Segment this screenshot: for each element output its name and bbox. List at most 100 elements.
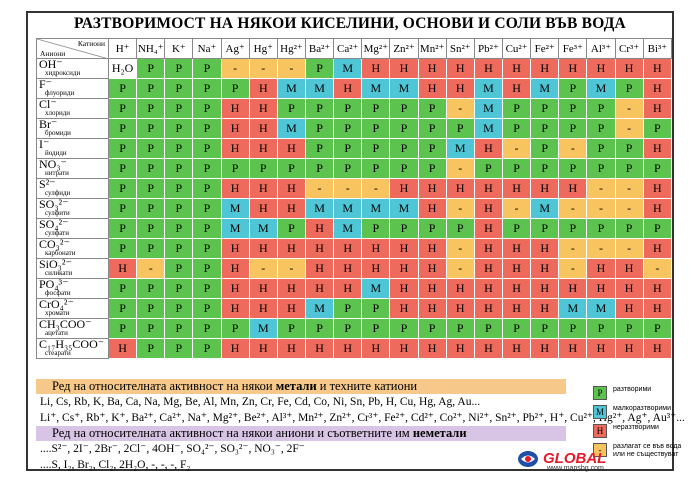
solubility-cell: P [361, 298, 391, 319]
table-row: PO₄³⁻ фосфати P P P P H H H H H M H H H H H H H H H H [36, 278, 673, 299]
cation-header: Al³⁺ [586, 38, 616, 59]
anion-name: фосфати [45, 288, 71, 297]
solubility-cell: P [333, 98, 363, 119]
solubility-cell: H [501, 238, 532, 259]
solubility-cell: H [361, 238, 391, 259]
corner-cell: Катиони Аниони [36, 38, 109, 59]
solubility-cell: H [642, 238, 673, 259]
solubility-cell: P [136, 118, 166, 139]
solubility-cell: P [445, 118, 475, 139]
anion-name: сулфиди [45, 188, 71, 197]
solubility-cell: P [614, 78, 644, 99]
anion-name: сулфати [45, 228, 69, 237]
table-row: SO₄²⁻ сулфати P P P P M M P H M P P P P H P P P P P P [36, 218, 673, 239]
solubility-cell: H [389, 338, 419, 359]
anion-formula: SO₃²⁻ [39, 198, 69, 211]
solubility-cell: H [530, 338, 560, 359]
solubility-cell: H [276, 278, 306, 299]
solubility-cell: P [107, 178, 138, 199]
solubility-cell: H [530, 58, 560, 79]
solubility-cell: H [473, 198, 503, 219]
solubility-cell: H [501, 258, 532, 279]
cation-header: Hg²⁺ [276, 38, 306, 59]
solubility-cell: H [417, 78, 447, 99]
anion-cell: SO₃²⁻ сулфити [36, 198, 109, 219]
solubility-cell: P [192, 318, 222, 339]
solubility-cell: P [530, 138, 560, 159]
anion-formula: CrO₄²⁻ [39, 298, 74, 311]
legend-label: малкоразтворими [613, 405, 672, 412]
solubility-cell: - [220, 58, 250, 79]
solubility-cell: P [304, 318, 335, 339]
anion-formula: I⁻ [39, 138, 50, 151]
solubility-cell: H₂O [107, 58, 138, 79]
solubility-cell: P [164, 118, 194, 139]
logo-url: www.mapsbg.com [547, 465, 604, 472]
anion-formula: NO₃⁻ [39, 158, 67, 171]
solubility-cell: H [248, 78, 278, 99]
solubility-cell: P [136, 298, 166, 319]
anion-cell: SiO₃²⁻ силикати [36, 258, 109, 279]
solubility-cell: P [501, 118, 532, 139]
cation-header: Mg²⁺ [361, 38, 391, 59]
solubility-cell: H [614, 338, 644, 359]
solubility-cell: M [304, 198, 335, 219]
cation-header: Cu²⁺ [501, 38, 532, 59]
solubility-cell: P [417, 98, 447, 119]
solubility-cell: P [136, 138, 166, 159]
solubility-cell: P [164, 78, 194, 99]
anion-cell: NO₃⁻ нитрати [36, 158, 109, 179]
solubility-cell: P [530, 98, 560, 119]
cation-header: Mn²⁺ [417, 38, 447, 59]
solubility-cell: M [558, 298, 588, 319]
anion-cell: PO₄³⁻ фосфати [36, 278, 109, 299]
solubility-cell: H [220, 138, 250, 159]
solubility-cell: - [304, 178, 335, 199]
solubility-cell: H [333, 338, 363, 359]
solubility-cell: H [389, 238, 419, 259]
cation-header: Ba²⁺ [304, 38, 335, 59]
anion-name: нитрати [45, 168, 69, 177]
solubility-cell: - [614, 98, 644, 119]
solubility-cell: P [192, 58, 222, 79]
solubility-cell: P [642, 318, 673, 339]
solubility-cell: P [304, 58, 335, 79]
solubility-cell: P [164, 98, 194, 119]
solubility-cell: H [248, 278, 278, 299]
solubility-cell: P [389, 138, 419, 159]
solubility-cell: H [473, 138, 503, 159]
solubility-cell: P [333, 158, 363, 179]
cation-header: Zn²⁺ [389, 38, 419, 59]
table-row: CrO₄²⁻ хромати P P P P H H H M P P H H H H H H M M H H [36, 298, 673, 319]
cation-header: Fe²⁺ [530, 38, 560, 59]
solubility-cell: H [361, 338, 391, 359]
solubility-cell: P [192, 258, 222, 279]
globe-logo-icon [518, 451, 538, 467]
solubility-cell: P [417, 158, 447, 179]
anion-name: флуориди [45, 88, 75, 97]
solubility-cell: H [248, 198, 278, 219]
solubility-cell: P [220, 158, 250, 179]
solubility-cell: H [473, 278, 503, 299]
solubility-cell: P [361, 158, 391, 179]
solubility-cell: - [445, 238, 475, 259]
table-row: SO₃²⁻ сулфити P P P P M H H M M M M H - H - M - - - H [36, 198, 673, 219]
solubility-cell: P [304, 158, 335, 179]
anion-cell: SO₄²⁻ сулфати [36, 218, 109, 239]
solubility-cell: P [164, 178, 194, 199]
solubility-cell: H [276, 298, 306, 319]
solubility-cell: P [192, 238, 222, 259]
solubility-cell: P [192, 198, 222, 219]
solubility-cell: P [136, 98, 166, 119]
solubility-cell: P [192, 98, 222, 119]
anion-formula: C₁₇H₃₅COO⁻ [39, 338, 105, 351]
solubility-cell: P [586, 218, 616, 239]
solubility-cell: - [558, 138, 588, 159]
solubility-cell: P [333, 318, 363, 339]
solubility-cell: - [333, 178, 363, 199]
solubility-cell: M [333, 58, 363, 79]
solubility-cell: M [333, 218, 363, 239]
solubility-cell: P [389, 98, 419, 119]
solubility-cell: P [501, 158, 532, 179]
solubility-cell: H [642, 278, 673, 299]
